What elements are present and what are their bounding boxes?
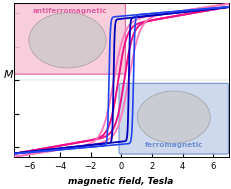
Y-axis label: M: M bbox=[3, 70, 13, 80]
Circle shape bbox=[29, 13, 106, 68]
FancyBboxPatch shape bbox=[14, 3, 125, 74]
Text: ferromagnetic: ferromagnetic bbox=[144, 142, 202, 148]
FancyBboxPatch shape bbox=[119, 83, 228, 154]
X-axis label: magnetic field, Tesla: magnetic field, Tesla bbox=[68, 177, 173, 186]
Circle shape bbox=[137, 91, 209, 143]
Text: antiferromagnetic: antiferromagnetic bbox=[32, 8, 106, 14]
